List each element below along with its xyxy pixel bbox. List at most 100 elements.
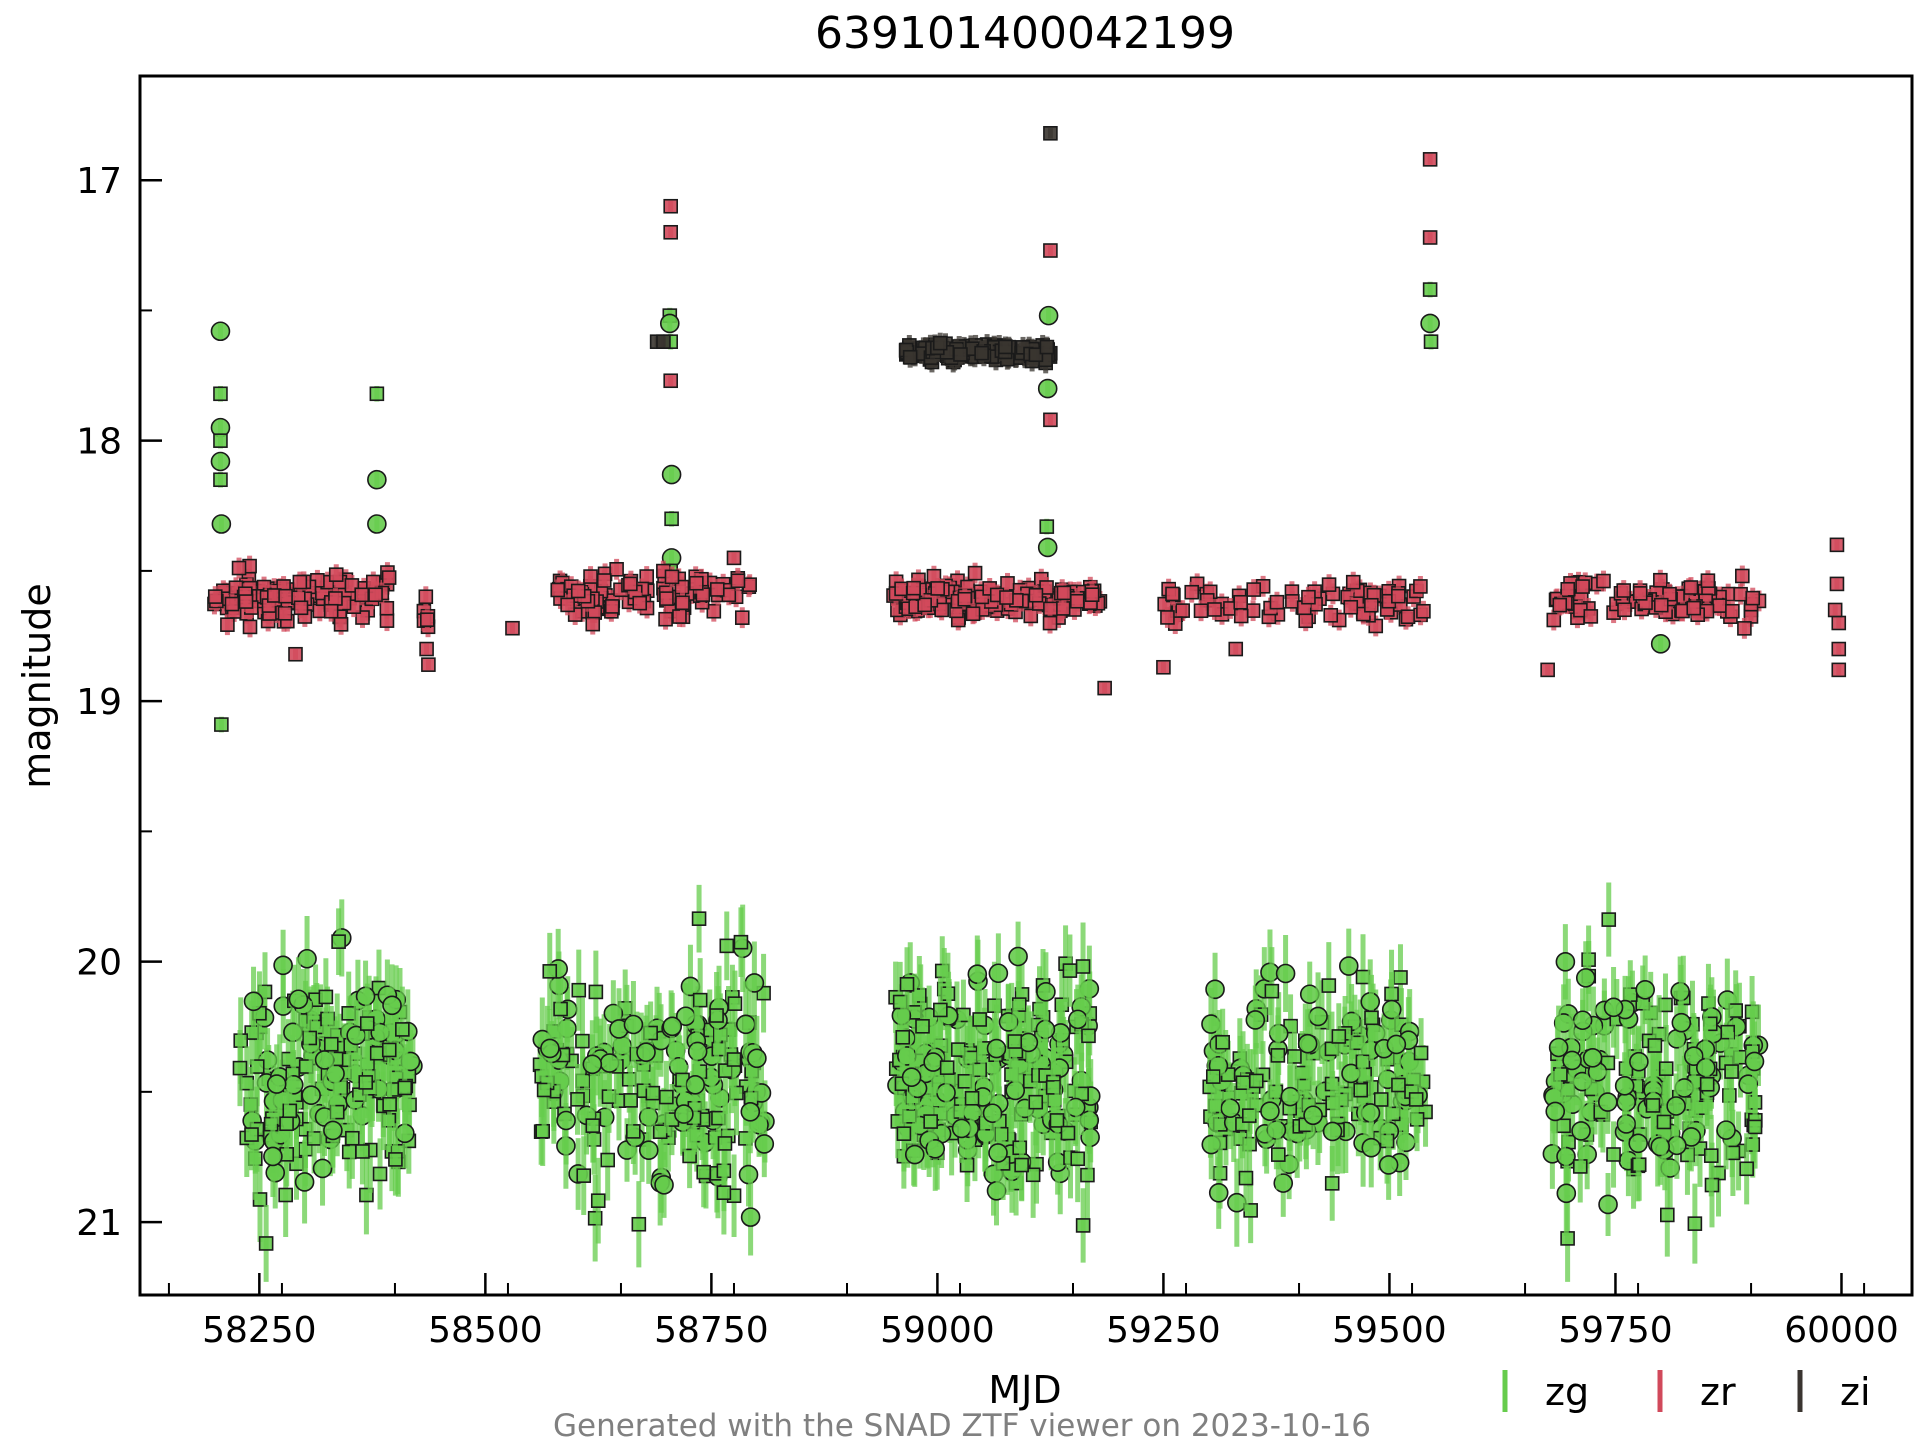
marker-square (664, 569, 680, 585)
marker-circle (294, 1172, 315, 1192)
data-point-zr (689, 572, 704, 594)
data-point-zg (294, 1140, 315, 1224)
marker-circle (951, 1118, 972, 1139)
marker-square (1700, 573, 1716, 588)
marker-square (1285, 594, 1300, 609)
marker-square (1831, 615, 1847, 631)
marker-circle (740, 1207, 761, 1227)
marker-circle (904, 1144, 925, 1165)
data-point-zr (906, 577, 921, 599)
data-point-zr (1546, 609, 1562, 631)
marker-square (354, 587, 370, 603)
marker-square (1724, 1064, 1739, 1079)
data-point-zr (1596, 570, 1611, 592)
data-point-zg (1373, 1056, 1389, 1143)
marker-square (355, 1144, 370, 1159)
data-point-zg (540, 1009, 560, 1088)
data-point-zr (1193, 600, 1209, 622)
data-point-zg (381, 1018, 397, 1082)
marker-circle (740, 1101, 761, 1122)
data-point-zg (740, 1070, 761, 1154)
data-point-zr (1416, 600, 1431, 622)
data-point-zr (658, 608, 673, 630)
marker-square (1686, 600, 1702, 616)
data-point-zg (631, 1181, 647, 1268)
data-point-zr (1269, 591, 1285, 613)
marker-square (1413, 579, 1428, 594)
data-point-zg (367, 514, 387, 534)
marker-circle (1545, 1101, 1566, 1122)
data-point-zg (571, 949, 587, 1031)
data-point-zg (709, 971, 724, 1060)
marker-square (1165, 586, 1180, 602)
data-point-zg (1601, 882, 1617, 957)
data-point-zr (663, 224, 678, 240)
marker-square (1343, 599, 1359, 615)
data-point-zg (1413, 1018, 1429, 1088)
marker-square (1069, 593, 1085, 609)
marker-circle (623, 1014, 644, 1035)
marker-square (663, 373, 678, 389)
data-point-zr (368, 584, 383, 606)
data-point-zr (242, 616, 258, 638)
marker-circle (382, 995, 402, 1016)
data-point-zg (1408, 1055, 1424, 1143)
marker-circle (367, 514, 387, 534)
marker-square (213, 433, 228, 448)
marker-square (1270, 1048, 1286, 1063)
marker-square (934, 602, 949, 618)
data-point-zg (323, 1005, 339, 1083)
marker-square (1422, 282, 1438, 297)
data-point-zg (1650, 634, 1671, 654)
marker-circle (367, 469, 387, 490)
marker-circle (659, 313, 680, 334)
data-point-zg (211, 514, 232, 534)
data-point-zg (1235, 1049, 1251, 1117)
marker-square (623, 576, 638, 592)
data-point-zg (1545, 1071, 1566, 1152)
data-point-zg (1556, 1150, 1577, 1236)
data-point-zr (934, 599, 949, 621)
marker-square (588, 984, 604, 1000)
marker-square (1556, 1118, 1571, 1134)
data-point-zg (988, 1111, 1008, 1195)
marker-square (689, 575, 704, 591)
data-point-zg (923, 1087, 938, 1156)
marker-square (1400, 609, 1416, 625)
data-point-zg (1747, 1085, 1763, 1169)
data-point-zg (1271, 1119, 1286, 1190)
data-point-zg (1028, 1058, 1044, 1146)
marker-square (967, 565, 983, 581)
data-point-zr (1285, 590, 1300, 612)
marker-circle (1036, 982, 1056, 1002)
data-point-zi (998, 336, 1013, 358)
marker-square (358, 1075, 374, 1090)
data-point-zr (421, 657, 436, 672)
marker-square (293, 600, 309, 616)
marker-square (965, 606, 981, 622)
marker-square (279, 1116, 294, 1132)
data-point-zg (950, 1014, 966, 1085)
data-point-zg (923, 1018, 943, 1106)
marker-square (632, 595, 648, 611)
marker-square (939, 1060, 955, 1075)
data-point-zg (306, 1103, 322, 1174)
marker-square (318, 989, 334, 1005)
data-point-zr (1653, 594, 1669, 616)
marker-square (238, 594, 254, 609)
data-point-zg (1703, 1114, 1719, 1197)
data-point-zr (1422, 230, 1438, 245)
marker-circle (312, 1158, 333, 1179)
data-point-zg (719, 911, 735, 981)
data-point-zg (1739, 1133, 1754, 1205)
data-point-zr (1831, 662, 1847, 678)
marker-square (1687, 1216, 1703, 1231)
marker-square (1728, 1003, 1743, 1018)
data-point-zr (1069, 590, 1085, 612)
data-point-zg (570, 1063, 585, 1135)
data-point-zr (742, 574, 757, 596)
data-point-zg (1420, 313, 1440, 334)
data-point-zi (932, 332, 948, 354)
data-point-zg (740, 1178, 761, 1256)
data-point-zg (1575, 941, 1596, 1015)
